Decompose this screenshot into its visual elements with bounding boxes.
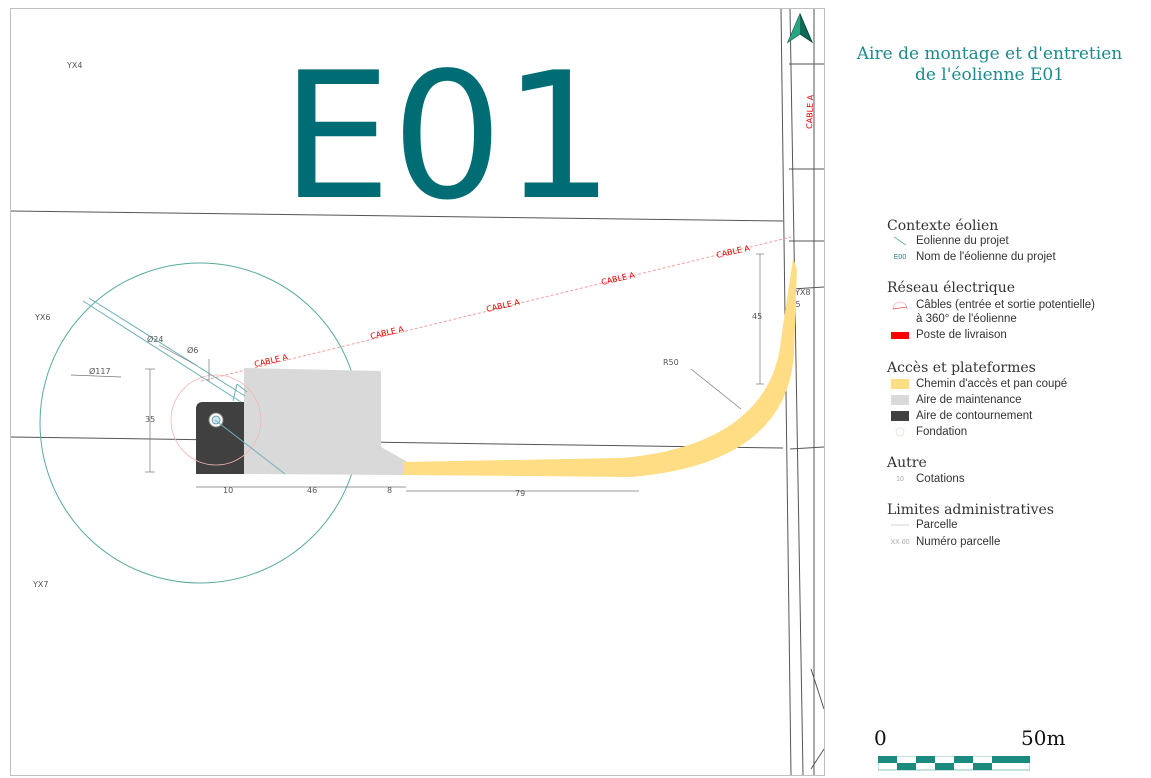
cable-line	[200, 236, 792, 382]
legend-group-title-other: Autre	[887, 455, 927, 471]
parcel-id-yx8: YX8	[794, 288, 810, 297]
access-path	[403, 259, 797, 477]
dimension-r50: R50	[663, 358, 679, 367]
legend-label-bypass: Aire de contournement	[916, 409, 1033, 422]
cable-symbol-icon	[890, 300, 910, 310]
cable-label-2: CABLE A	[369, 324, 405, 341]
dimension-symbol-icon: 10	[896, 475, 904, 483]
north-arrow-icon	[786, 12, 814, 44]
legend-label-maintenance: Aire de maintenance	[916, 393, 1022, 406]
legend-item-cables: Câbles (entrée et sortie potentielle)	[890, 298, 1095, 312]
legend-item-dimensions: 10 Cotations	[890, 472, 965, 486]
cable-label-1: CABLE A	[253, 352, 289, 369]
scale-end-label: 50m	[1021, 726, 1066, 750]
parcel-line-icon	[890, 520, 910, 530]
scale-start-label: 0	[874, 726, 887, 750]
legend-panel: Aire de montage et d'entretien de l'éoli…	[828, 0, 1151, 778]
legend-label-cables: Câbles (entrée et sortie potentielle)	[916, 298, 1095, 311]
legend-item-bypass: Aire de contournement	[890, 409, 1032, 423]
legend-item-parcel: Parcelle	[890, 518, 958, 532]
map-title: Aire de montage et d'entretien de l'éoli…	[828, 44, 1151, 86]
dimension-8: 8	[387, 486, 392, 495]
parcel-id-yx7: YX7	[32, 580, 48, 589]
foundation-icon	[890, 427, 910, 437]
dimension-46: 46	[307, 486, 317, 495]
cable-label-3: CABLE A	[485, 297, 521, 314]
turbine-blade-icon	[890, 236, 910, 246]
maintenance-area-icon	[890, 395, 910, 405]
delivery-station-icon	[890, 330, 910, 340]
legend-label-turbine-name: Nom de l'éolienne du projet	[916, 250, 1056, 263]
legend-label-parcel: Parcelle	[916, 518, 958, 531]
legend-group-title-wind: Contexte éolien	[887, 218, 999, 234]
cable-label-4: CABLE A	[600, 270, 636, 287]
parcel-id-yx4: YX4	[66, 61, 82, 70]
dimension-35: 35	[145, 415, 155, 424]
turbine-name-label: E01	[281, 36, 614, 239]
legend-group-title-access: Accès et plateformes	[887, 360, 1036, 376]
turbine-blade	[82, 297, 286, 475]
scale-bar-graphic	[878, 756, 1030, 771]
access-path-icon	[890, 379, 910, 389]
legend-group-title-admin: Limites administratives	[887, 502, 1054, 518]
map-frame: YX4 YX6 YX7 YX8 X5 E01 CABLE A CABLE A C…	[10, 8, 825, 776]
maintenance-area	[244, 368, 406, 475]
dimension-79: 79	[515, 489, 525, 498]
legend-item-access-path: Chemin d'accès et pan coupé	[890, 377, 1067, 391]
legend-item-turbine: Eolienne du projet	[890, 234, 1009, 248]
cable-label-vertical: CABLE A	[805, 94, 815, 129]
legend-label-delivery: Poste de livraison	[916, 328, 1007, 341]
scale-bar: 0 50m	[874, 726, 1065, 776]
dimension-d24: Ø24	[147, 334, 163, 344]
parcel-id-yx6: YX6	[34, 313, 50, 322]
legend-item-turbine-name: E00 Nom de l'éolienne du projet	[890, 250, 1056, 264]
legend-label-cables-line2: à 360° de l'éolienne	[916, 312, 1017, 325]
legend-item-maintenance: Aire de maintenance	[890, 393, 1021, 407]
legend-label-dimensions: Cotations	[916, 472, 965, 485]
legend-item-foundation: Fondation	[890, 425, 967, 439]
cable-radius-circle	[170, 374, 262, 466]
legend-label-foundation: Fondation	[916, 425, 968, 438]
legend-item-parcel-number: XX 00 Numéro parcelle	[890, 535, 1000, 549]
turbine-name-icon: E00	[893, 253, 907, 261]
map-title-line1: Aire de montage et d'entretien	[856, 44, 1123, 64]
dimension-d117: Ø117	[89, 366, 111, 376]
legend-label-parcel-number: Numéro parcelle	[916, 535, 1001, 548]
dimension-d6: Ø6	[187, 345, 198, 355]
legend-item-cables-line2: à 360° de l'éolienne	[916, 312, 1017, 326]
legend-item-delivery: Poste de livraison	[890, 328, 1007, 342]
bypass-area-icon	[890, 411, 910, 421]
parcel-number-icon: XX 00	[890, 538, 910, 546]
map-canvas: YX4 YX6 YX7 YX8 X5 E01 CABLE A CABLE A C…	[11, 9, 824, 775]
cable-label-5: CABLE A	[715, 243, 751, 260]
bypass-area	[196, 402, 244, 474]
legend-label-access-path: Chemin d'accès et pan coupé	[916, 377, 1068, 390]
legend-group-title-electric: Réseau électrique	[887, 280, 1016, 296]
parcel-lines	[11, 9, 824, 775]
legend-label-turbine: Eolienne du projet	[916, 234, 1009, 247]
dimension-lines	[70, 253, 764, 492]
map-title-line2: de l'éolienne E01	[914, 65, 1065, 85]
dimension-10: 10	[223, 486, 233, 495]
dimension-45: 45	[752, 312, 762, 321]
